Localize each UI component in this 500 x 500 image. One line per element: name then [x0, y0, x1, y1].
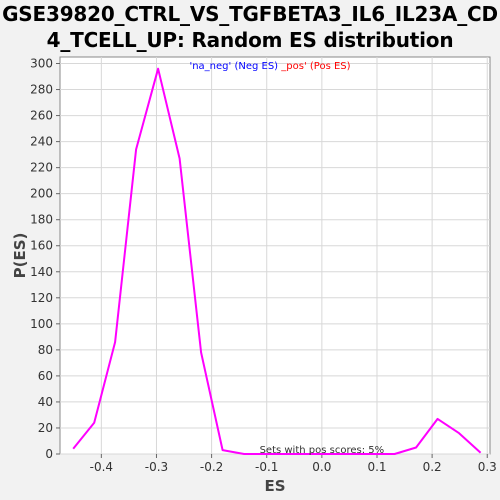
y-tick-label: 20: [38, 421, 53, 435]
x-tick-label: 0.0: [312, 460, 331, 474]
y-tick-label: 0: [45, 447, 53, 461]
y-tick-label: 160: [30, 239, 53, 253]
y-tick-label: 220: [30, 161, 53, 175]
y-tick-label: 60: [38, 369, 53, 383]
y-tick-label: 200: [30, 187, 53, 201]
x-tick-label: -0.4: [90, 460, 113, 474]
y-tick-label: 40: [38, 395, 53, 409]
y-tick-label: 240: [30, 135, 53, 149]
y-tick-label: 180: [30, 213, 53, 227]
y-tick-label: 120: [30, 291, 53, 305]
x-tick-label: -0.1: [255, 460, 278, 474]
y-tick-label: 140: [30, 265, 53, 279]
x-tick-label: 0.3: [478, 460, 497, 474]
legend-neg-label: 'na_neg' (Neg ES): [189, 61, 278, 72]
y-axis-title: P(ES): [11, 233, 29, 279]
chart-title-line-2: 4_TCELL_UP: Random ES distribution: [46, 28, 454, 52]
y-tick-label: 280: [30, 83, 53, 97]
x-axis-title: ES: [264, 477, 285, 495]
plot-area: [59, 56, 491, 455]
chart-title: GSE39820_CTRL_VS_TGFBETA3_IL6_IL23A_CD 4…: [0, 1, 500, 53]
x-tick-label: 0.2: [423, 460, 442, 474]
x-tick-label: -0.3: [145, 460, 168, 474]
es-distribution-line: [72, 67, 482, 455]
legend-pos-label: _pos' (Pos ES): [280, 61, 350, 72]
y-tick-label: 100: [30, 317, 53, 331]
legend: 'na_neg' (Neg ES) _pos' (Pos ES): [189, 61, 350, 72]
x-tick-label: -0.2: [200, 460, 223, 474]
y-tick-label: 260: [30, 109, 53, 123]
axis-layer: 0 20 40 60 80 100 120 140 160 180 200 220 240 260 280 3…: [30, 57, 497, 474]
x-tick-label: 0.1: [367, 460, 386, 474]
y-tick-label: 300: [30, 57, 53, 71]
chart-title-line-1: GSE39820_CTRL_VS_TGFBETA3_IL6_IL23A_CD: [2, 2, 498, 26]
y-tick-label: 80: [38, 343, 53, 357]
pos-scores-annotation: Sets with pos scores: 5%: [260, 445, 385, 456]
grid-layer: [60, 57, 490, 455]
series-layer: [72, 67, 482, 455]
